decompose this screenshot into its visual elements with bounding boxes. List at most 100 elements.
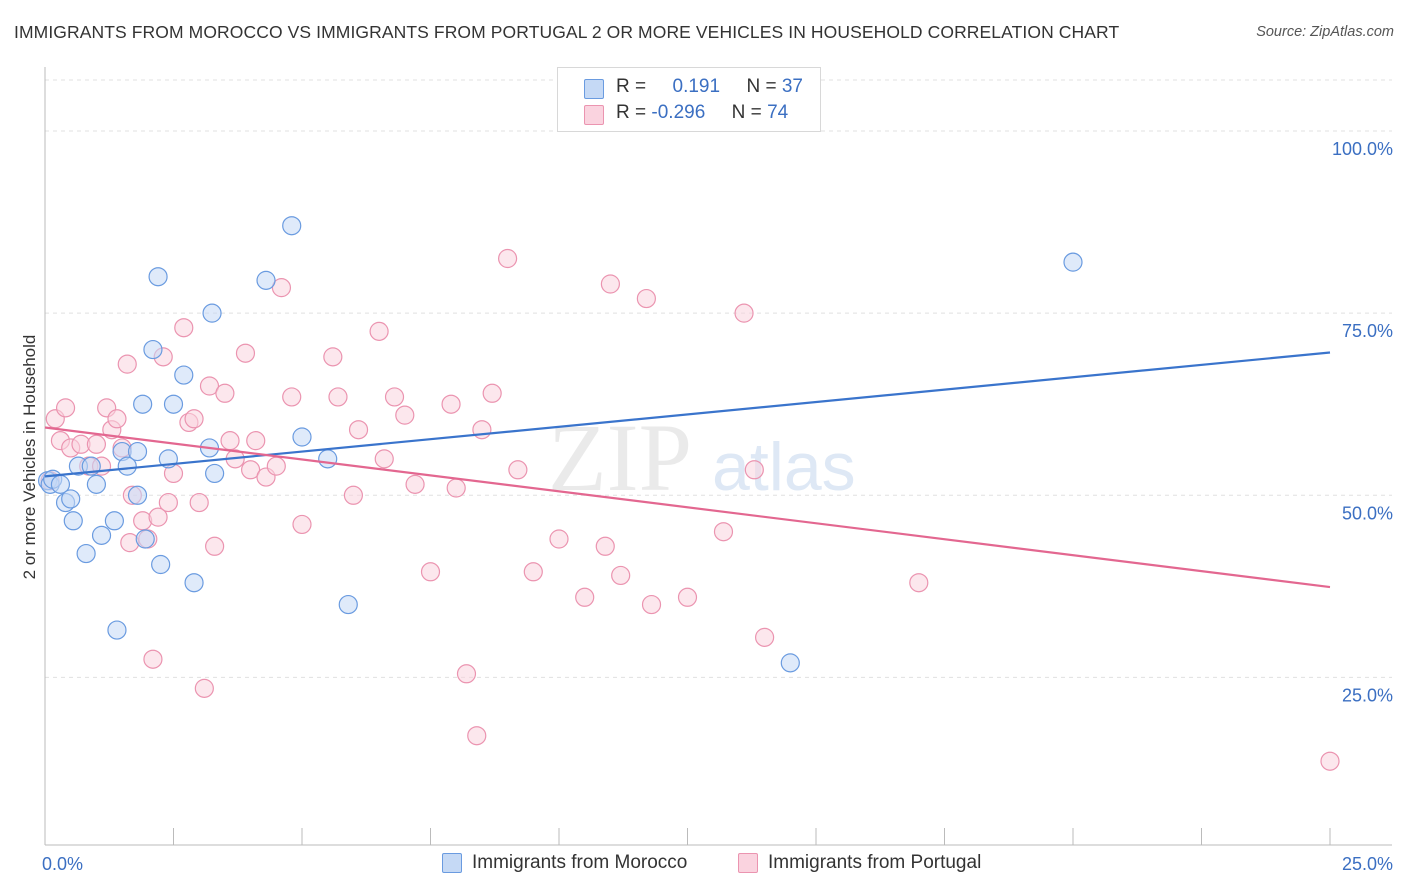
point-portugal-73 [1320,751,1340,771]
point-portugal-44 [348,420,369,440]
point-portugal-49 [405,474,425,494]
point-morocco-31 [282,216,302,236]
point-morocco-20 [143,339,163,360]
y-tick-label-3: 100.0% [1332,139,1393,159]
axes: 25.0% 50.0% 75.0% 100.0% [44,67,1393,846]
point-morocco-11 [91,525,112,545]
point-portugal-33 [235,343,256,363]
point-morocco-19 [135,529,155,549]
point-morocco-28 [202,303,222,323]
point-portugal-52 [446,478,466,498]
point-portugal-53 [456,664,477,684]
legend-swatch-portugal [584,105,604,125]
point-portugal-65 [636,288,656,309]
point-portugal-71 [754,627,775,647]
point-morocco-32 [292,427,312,447]
point-portugal-45 [369,321,389,341]
point-morocco-13 [107,620,127,640]
point-morocco-15 [117,456,137,476]
point-portugal-62 [595,536,615,556]
y-tick-label-1: 50.0% [1342,503,1393,523]
point-portugal-18 [143,649,163,669]
legend-n-value-morocco: 37 [781,76,803,97]
point-portugal-21 [158,492,178,513]
point-portugal-68 [713,522,734,542]
point-portugal-56 [482,383,502,403]
point-portugal-31 [220,431,240,451]
x-tick-label-min: 0.0% [42,854,83,874]
point-morocco-36 [1063,252,1083,272]
bottom-legend-swatch-portugal [738,853,758,873]
point-portugal-50 [420,562,441,582]
point-portugal-41 [323,347,343,367]
point-portugal-28 [199,376,220,396]
point-portugal-48 [395,405,415,425]
point-portugal-29 [205,536,225,556]
point-morocco-6 [63,511,83,531]
point-portugal-43 [343,485,363,505]
source-credit: Source: ZipAtlas.com [1256,24,1394,40]
point-portugal-57 [498,248,518,269]
data-points [37,216,1340,771]
bottom-legend-swatch-morocco [442,853,462,873]
point-portugal-39 [282,387,302,407]
point-portugal-70 [744,460,764,480]
point-portugal-47 [384,387,405,407]
point-morocco-34 [338,594,358,615]
point-portugal-61 [575,587,595,607]
point-portugal-69 [734,303,754,323]
point-morocco-21 [148,267,168,287]
legend-r-label: R = [616,76,647,97]
point-portugal-40 [292,514,312,535]
trend-line-morocco [44,351,1331,478]
point-portugal-46 [374,449,394,469]
point-morocco-5 [61,489,81,509]
point-morocco-24 [163,394,184,414]
legend-r-label: R = [616,102,647,123]
point-portugal-3 [55,398,76,418]
legend-n-label: N = [731,102,762,123]
x-tick-label-max: 25.0% [1342,854,1393,874]
point-portugal-34 [241,460,261,480]
point-portugal-37 [266,456,286,476]
point-portugal-25 [184,409,204,429]
trend-lines [44,351,1331,589]
point-portugal-42 [328,387,348,407]
bottom-legend-label-portugal: Immigrants from Portugal [768,852,982,873]
legend-n-value-portugal: 74 [767,102,789,123]
point-morocco-30 [256,270,276,290]
trend-line-portugal [44,426,1331,589]
point-portugal-58 [508,460,528,480]
gridlines [45,79,1392,678]
point-morocco-25 [174,365,194,385]
point-portugal-11 [107,409,127,429]
point-portugal-63 [600,274,621,294]
point-morocco-33 [318,449,338,469]
point-portugal-23 [174,318,194,338]
point-portugal-66 [641,594,662,615]
point-morocco-29 [205,463,225,484]
point-portugal-60 [549,529,569,549]
point-portugal-51 [441,394,461,414]
point-portugal-38 [271,278,292,298]
point-morocco-16 [127,441,148,462]
point-portugal-72 [909,573,929,593]
point-morocco-18 [133,394,153,414]
watermark-atlas: atlas [712,429,856,505]
y-tick-label-2: 75.0% [1342,321,1393,341]
point-portugal-27 [194,678,214,698]
point-morocco-22 [151,554,171,575]
point-morocco-8 [76,543,96,564]
point-portugal-35 [246,431,266,451]
chart-title: IMMIGRANTS FROM MOROCCO VS IMMIGRANTS FR… [14,22,1120,42]
y-tick-label-0: 25.0% [1342,685,1393,705]
legend-r-value-portugal: -0.296 [651,102,706,123]
point-portugal-13 [117,354,137,374]
point-morocco-10 [86,474,107,494]
point-portugal-59 [523,562,543,582]
point-portugal-64 [611,565,631,586]
point-portugal-26 [189,492,209,513]
point-portugal-7 [86,434,107,454]
point-portugal-67 [677,587,698,607]
